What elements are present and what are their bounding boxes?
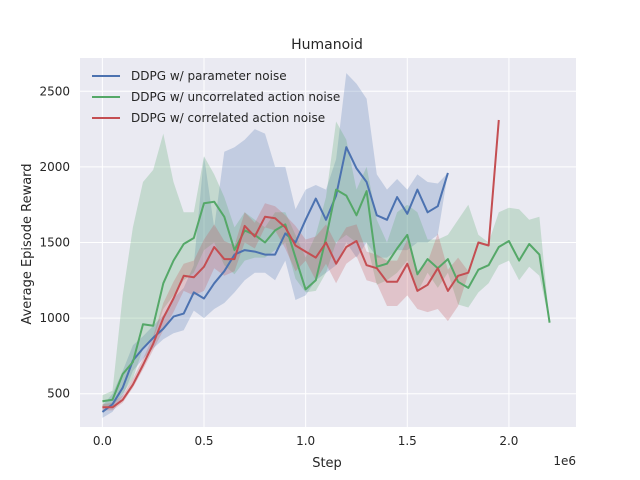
y-axis-ticks: 500 1000 1500 2000 2500 <box>39 84 70 400</box>
x-tick-label: 1.5 <box>398 434 417 448</box>
x-tick-label: 0.0 <box>93 434 112 448</box>
y-axis-label: Average Episode Reward <box>20 163 35 324</box>
chart-title: Humanoid <box>291 37 363 53</box>
series-lines <box>101 119 551 413</box>
x-tick-label: 2.0 <box>499 434 518 448</box>
legend-label-uncorrelated-action-noise: DDPG w/ uncorrelated action noise <box>131 90 340 104</box>
band-uncorrelated-action-noise <box>102 121 550 408</box>
y-tick-label: 2500 <box>39 84 70 98</box>
series-line-correlated-action-noise <box>102 119 500 409</box>
y-tick-label: 1500 <box>39 236 70 250</box>
legend-label-correlated-action-noise: DDPG w/ correlated action noise <box>131 111 325 125</box>
x-axis-label: Step <box>312 456 342 471</box>
x-tick-label: 0.5 <box>194 434 213 448</box>
x-axis-ticks: 0.0 0.5 1.0 1.5 2.0 <box>93 434 519 448</box>
series-line-uncorrelated-action-noise <box>102 188 551 403</box>
y-tick-label: 1000 <box>39 311 70 325</box>
legend: DDPG w/ parameter noise DDPG w/ uncorrela… <box>92 69 340 125</box>
band-correlated-action-noise <box>102 120 499 411</box>
x-tick-label: 1.0 <box>296 434 315 448</box>
y-tick-label: 500 <box>47 387 70 401</box>
legend-label-parameter-noise: DDPG w/ parameter noise <box>131 69 287 83</box>
band-parameter-noise <box>102 73 448 418</box>
y-tick-label: 2000 <box>39 160 70 174</box>
confidence-bands <box>102 73 550 418</box>
series-line-parameter-noise <box>101 146 449 413</box>
grid-lines <box>80 58 576 427</box>
x-axis-offset-label: 1e6 <box>553 454 576 468</box>
